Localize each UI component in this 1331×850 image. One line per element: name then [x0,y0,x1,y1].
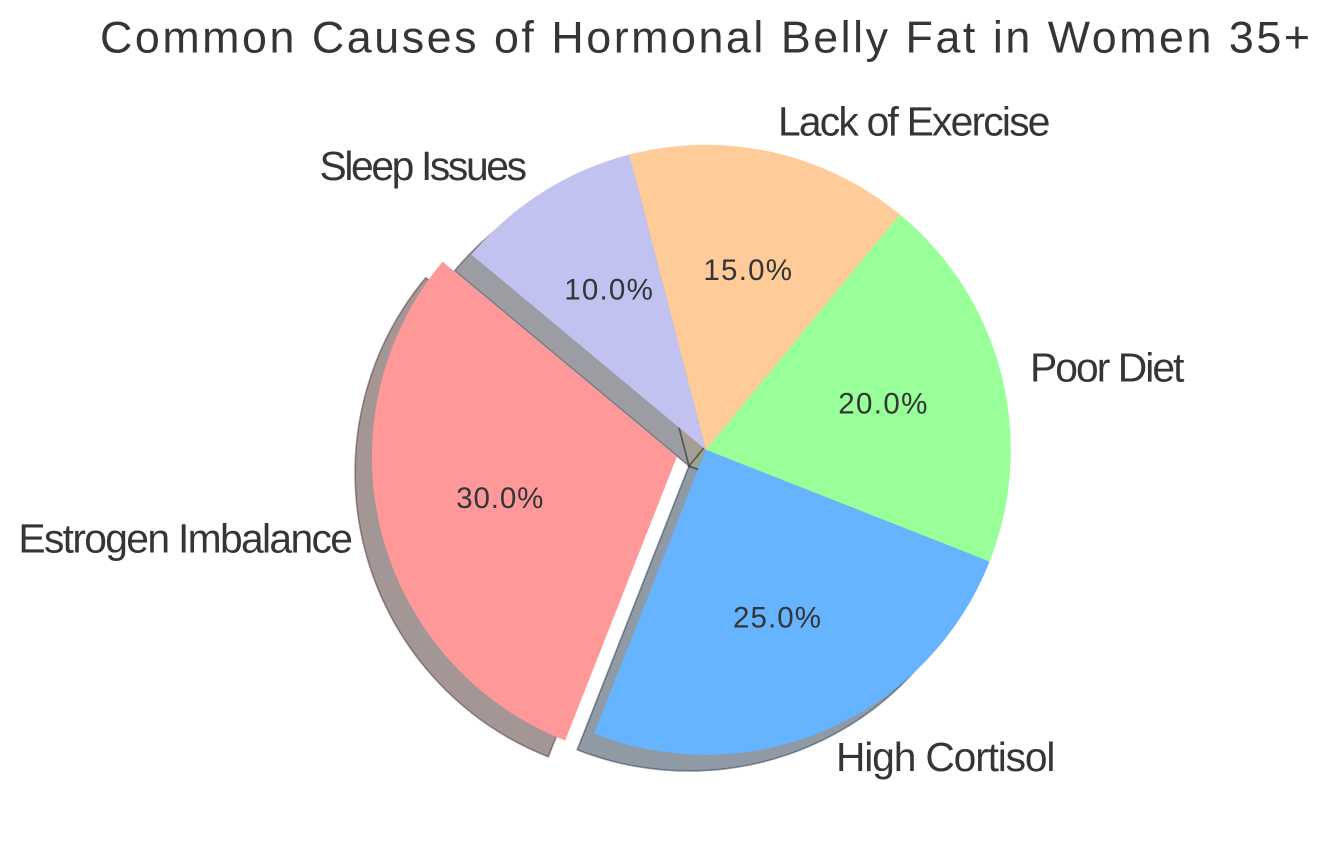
svg-text:Common Causes of Hormonal Bell: Common Causes of Hormonal Belly Fat in W… [100,12,1310,62]
svg-text:30.0%: 30.0% [456,482,543,515]
svg-text:Sleep Issues: Sleep Issues [320,143,528,189]
svg-text:Lack of Exercise: Lack of Exercise [778,99,1051,145]
svg-text:Poor Diet: Poor Diet [1030,345,1185,391]
svg-text:High Cortisol: High Cortisol [836,734,1056,780]
svg-text:25.0%: 25.0% [733,602,821,635]
svg-text:Estrogen Imbalance: Estrogen Imbalance [18,516,353,562]
svg-text:10.0%: 10.0% [564,273,653,306]
svg-text:15.0%: 15.0% [703,254,792,287]
svg-text:20.0%: 20.0% [838,388,927,421]
